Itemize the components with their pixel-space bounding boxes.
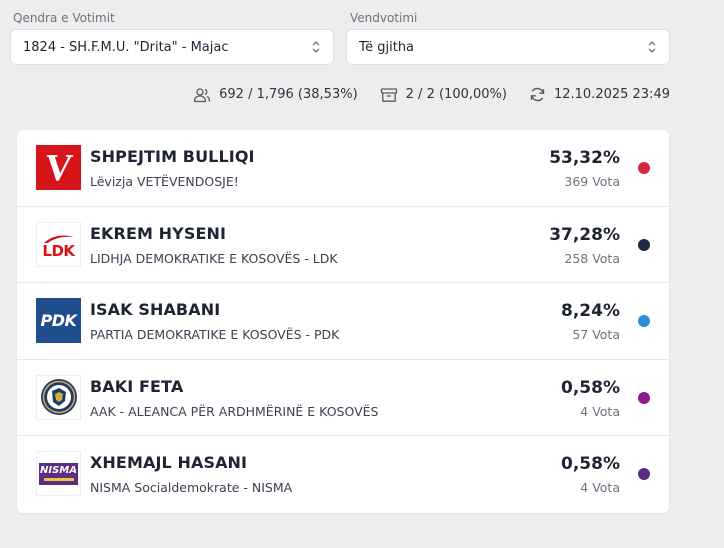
candidate-name: XHEMAJL HASANI <box>90 453 248 473</box>
vote-percent: 37,28% <box>549 224 620 245</box>
candidate-name: ISAK SHABANI <box>90 300 221 320</box>
pdk-logo-mark: PDK <box>40 311 77 331</box>
vote-percent: 0,58% <box>561 454 620 475</box>
result-row[interactable]: LDK EKREM HYSENI LIDHJA DEMOKRATIKE E KO… <box>17 207 669 284</box>
party-color-dot <box>638 468 650 481</box>
party-name: PARTIA DEMOKRATIKE E KOSOVËS - PDK <box>90 327 340 343</box>
ldk-swoosh <box>43 235 74 244</box>
nisma-logo-mark: NISMA <box>40 465 77 477</box>
ldk-logo-icon: LDK <box>36 221 81 267</box>
results-card: V SHPEJTIM BULLIQI Lëvizja VETËVENDOSJE!… <box>17 130 669 513</box>
candidate-name: EKREM HYSENI <box>90 223 227 243</box>
party-name: NISMA Socialdemokrate - NISMA <box>90 480 293 496</box>
result-row[interactable]: PDK ISAK SHABANI PARTIA DEMOKRATIKE E KO… <box>17 283 669 360</box>
center-select-value: 1824 - SH.F.M.U. "Drita" - Majac <box>23 39 229 55</box>
ballot-box-icon <box>380 87 397 102</box>
center-label: Qendra e Votimit <box>13 11 115 25</box>
result-row[interactable]: NISMA XHEMAJL HASANI NISMA Socialdemokra… <box>17 436 669 513</box>
vote-percent: 0,58% <box>561 377 620 398</box>
ldk-logo-mark: LDK <box>42 242 75 261</box>
vv-logo-mark: V <box>42 146 75 189</box>
vote-count: 4 Vota <box>580 403 620 419</box>
stations-stat: 2 / 2 (100,00%) <box>380 87 507 103</box>
pdk-logo-icon: PDK <box>36 298 81 344</box>
aak-emblem <box>40 379 77 416</box>
station-label: Vendvotimi <box>350 11 418 25</box>
result-row[interactable]: V SHPEJTIM BULLIQI Lëvizja VETËVENDOSJE!… <box>17 130 669 207</box>
center-select[interactable]: 1824 - SH.F.M.U. "Drita" - Majac <box>10 29 334 65</box>
vote-percent: 53,32% <box>549 148 620 168</box>
users-icon <box>193 87 211 102</box>
party-name: AAK - ALEANCA PËR ARDHMËRINË E KOSOVËS <box>90 403 379 419</box>
chevron-up-down-icon <box>312 41 320 53</box>
nisma-logo-stripe <box>43 478 74 482</box>
updated-value: 12.10.2025 23:49 <box>553 87 670 102</box>
station-select-value: Të gjitha <box>359 39 415 55</box>
vote-count: 57 Vota <box>572 327 620 343</box>
stats-bar: 692 / 1,796 (38,53%) 2 / 2 (100,00%) 12.… <box>171 86 670 103</box>
party-name: LIDHJA DEMOKRATIKE E KOSOVËS - LDK <box>90 250 338 266</box>
turnout-value: 692 / 1,796 (38,53%) <box>219 87 358 102</box>
aak-logo-icon <box>36 374 81 420</box>
party-color-dot <box>638 391 650 404</box>
updated-stat: 12.10.2025 23:49 <box>529 86 670 103</box>
result-row[interactable]: BAKI FETA AAK - ALEANCA PËR ARDHMËRINË E… <box>17 360 669 437</box>
vote-count: 369 Vota <box>564 174 620 189</box>
party-color-dot <box>638 315 650 328</box>
vote-count: 4 Vota <box>580 480 620 496</box>
turnout-stat: 692 / 1,796 (38,53%) <box>193 87 358 103</box>
vote-count: 258 Vota <box>564 250 620 266</box>
party-color-dot <box>638 238 650 251</box>
nisma-logo-icon: NISMA <box>36 451 81 497</box>
station-select[interactable]: Të gjitha <box>346 29 670 65</box>
party-color-dot <box>638 162 650 174</box>
candidate-name: SHPEJTIM BULLIQI <box>90 147 255 166</box>
vv-logo-icon: V <box>36 145 81 190</box>
nisma-logo-badge: NISMA <box>39 462 78 485</box>
stations-value: 2 / 2 (100,00%) <box>405 87 507 102</box>
party-name: Lëvizja VETËVENDOSJE! <box>90 174 239 189</box>
vote-percent: 8,24% <box>561 301 620 322</box>
chevron-up-down-icon <box>648 41 656 53</box>
refresh-icon <box>530 87 545 102</box>
candidate-name: BAKI FETA <box>90 376 184 396</box>
